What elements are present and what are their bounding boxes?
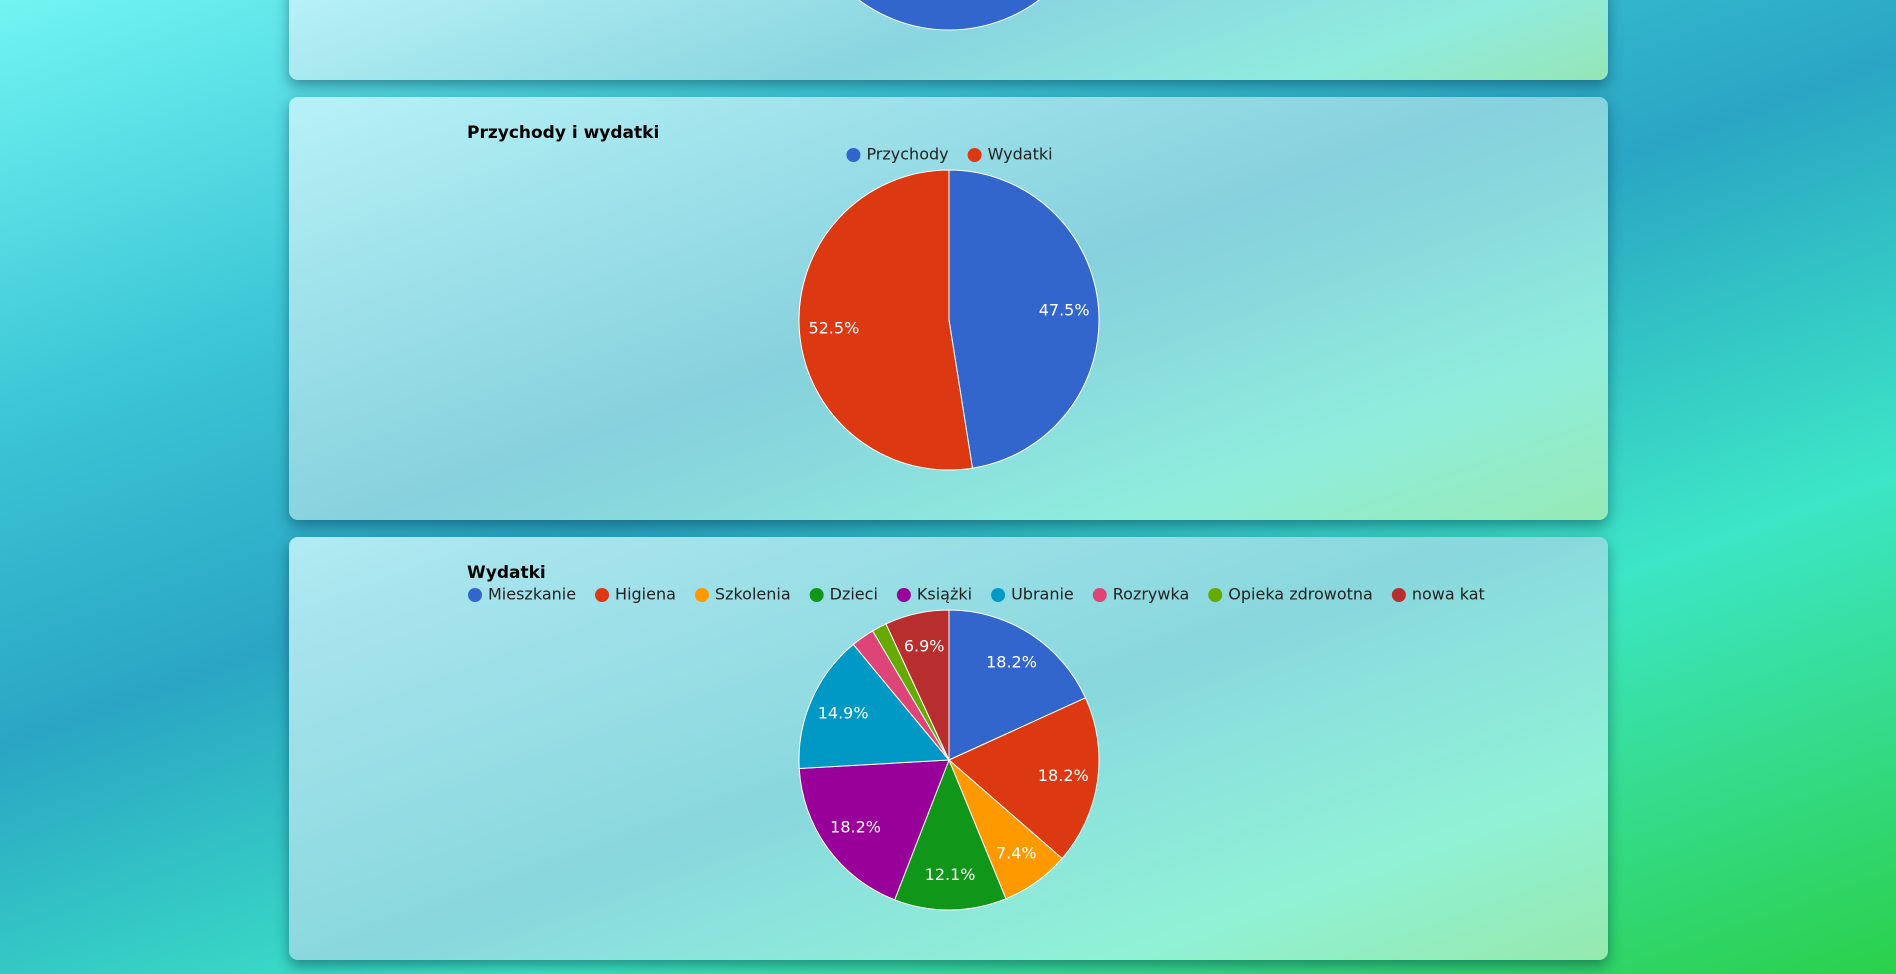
legend-label: Przychody	[866, 145, 948, 164]
legend-swatch	[1092, 588, 1107, 602]
pie-slice	[894, 758, 1007, 911]
legend-swatch	[595, 588, 610, 602]
partial-pie	[858, 0, 1040, 31]
legend-label: Opieka zdrowotna	[1228, 585, 1373, 604]
legend: Przychody Wydatki	[846, 145, 1053, 164]
legend-swatch	[896, 588, 911, 602]
slice-label: 14.9%	[818, 703, 869, 722]
legend-swatch	[846, 148, 861, 162]
legend-label: Wydatki	[988, 145, 1053, 164]
slice-label: 12.1%	[925, 865, 976, 884]
legend-label: nowa kat	[1412, 585, 1485, 604]
legend-label: Książki	[917, 585, 972, 604]
legend-label: Ubranie	[1011, 585, 1074, 604]
slice-label: 18.2%	[830, 817, 881, 836]
pie-slice	[948, 169, 1100, 469]
slice-label: 52.5%	[808, 319, 859, 338]
slice-label: 6.9%	[904, 637, 945, 656]
legend-swatch	[468, 588, 482, 602]
pie-slice	[948, 609, 1087, 761]
legend-label: Szkolenia	[715, 585, 791, 604]
pie-slice	[798, 643, 951, 770]
pie-slice	[798, 759, 950, 901]
legend-label: Mieszkanie	[488, 585, 576, 604]
slice-label: 18.2%	[1038, 766, 1089, 785]
chart-title: Wydatki	[467, 563, 546, 583]
legend-swatch	[1208, 588, 1223, 602]
legend-swatch	[694, 588, 709, 602]
legend-label: Higiena	[615, 585, 676, 604]
legend-label: Dzieci	[830, 585, 878, 604]
chart-title: Przychody i wydatki	[467, 123, 659, 143]
slice-label: 7.4%	[996, 843, 1037, 862]
pie-slice	[798, 169, 974, 471]
legend-swatch	[1391, 588, 1406, 602]
legend: Mieszkanie Higiena Szkolenia Dzieci Książki U…	[468, 585, 1485, 604]
legend-swatch	[967, 148, 982, 162]
legend-swatch	[991, 588, 1006, 602]
slice-label: 47.5%	[1039, 300, 1090, 319]
slice-label: 18.2%	[986, 652, 1037, 671]
pie-slice	[885, 609, 950, 761]
legend-swatch	[809, 588, 824, 602]
pie-slice	[948, 697, 1100, 860]
legend-label: Rozrywka	[1113, 585, 1190, 604]
